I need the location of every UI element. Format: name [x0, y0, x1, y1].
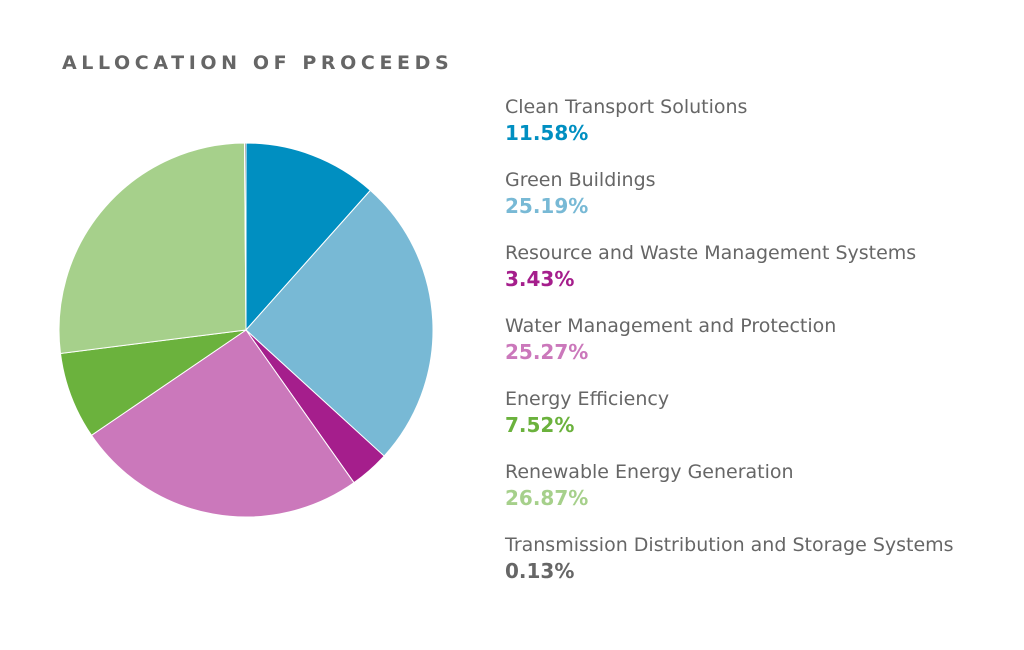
legend-value: 0.13% [505, 559, 575, 583]
pie-slice-3 [90, 329, 355, 518]
chart-title: ALLOCATION OF PROCEEDS [62, 52, 454, 74]
legend-item: Water Management and Protection 25.27% [505, 314, 954, 387]
pie-slice-0 [245, 142, 372, 332]
legend-value: 25.19% [505, 194, 589, 218]
legend-value: 25.27% [505, 340, 589, 364]
legend-value: 3.43% [505, 267, 575, 291]
legend-item: Energy Efficiency 7.52% [505, 387, 954, 460]
legend-label: Resource and Waste Management Systems [505, 242, 917, 264]
legend: Clean Transport Solutions 11.58% Green Bui… [505, 95, 954, 606]
legend-item: Transmission Distribution and Storage Sy… [505, 533, 954, 606]
legend-value: 7.52% [505, 413, 575, 437]
pie-slice-1 [245, 189, 434, 457]
pie-slice-5 [58, 142, 247, 355]
legend-label: Water Management and Protection [505, 315, 837, 337]
legend-label: Clean Transport Solutions [505, 96, 748, 118]
legend-item: Clean Transport Solutions 11.58% [505, 95, 954, 168]
legend-label: Green Buildings [505, 169, 656, 191]
legend-label: Transmission Distribution and Storage Sy… [505, 534, 954, 556]
pie-slice-6 [243, 142, 247, 331]
legend-item: Resource and Waste Management Systems 3.4… [505, 241, 954, 314]
legend-value: 11.58% [505, 121, 589, 145]
legend-item: Green Buildings 25.19% [505, 168, 954, 241]
legend-label: Energy Efficiency [505, 388, 670, 410]
legend-value: 26.87% [505, 486, 589, 510]
legend-item: Renewable Energy Generation 26.87% [505, 460, 954, 533]
legend-label: Renewable Energy Generation [505, 461, 794, 483]
